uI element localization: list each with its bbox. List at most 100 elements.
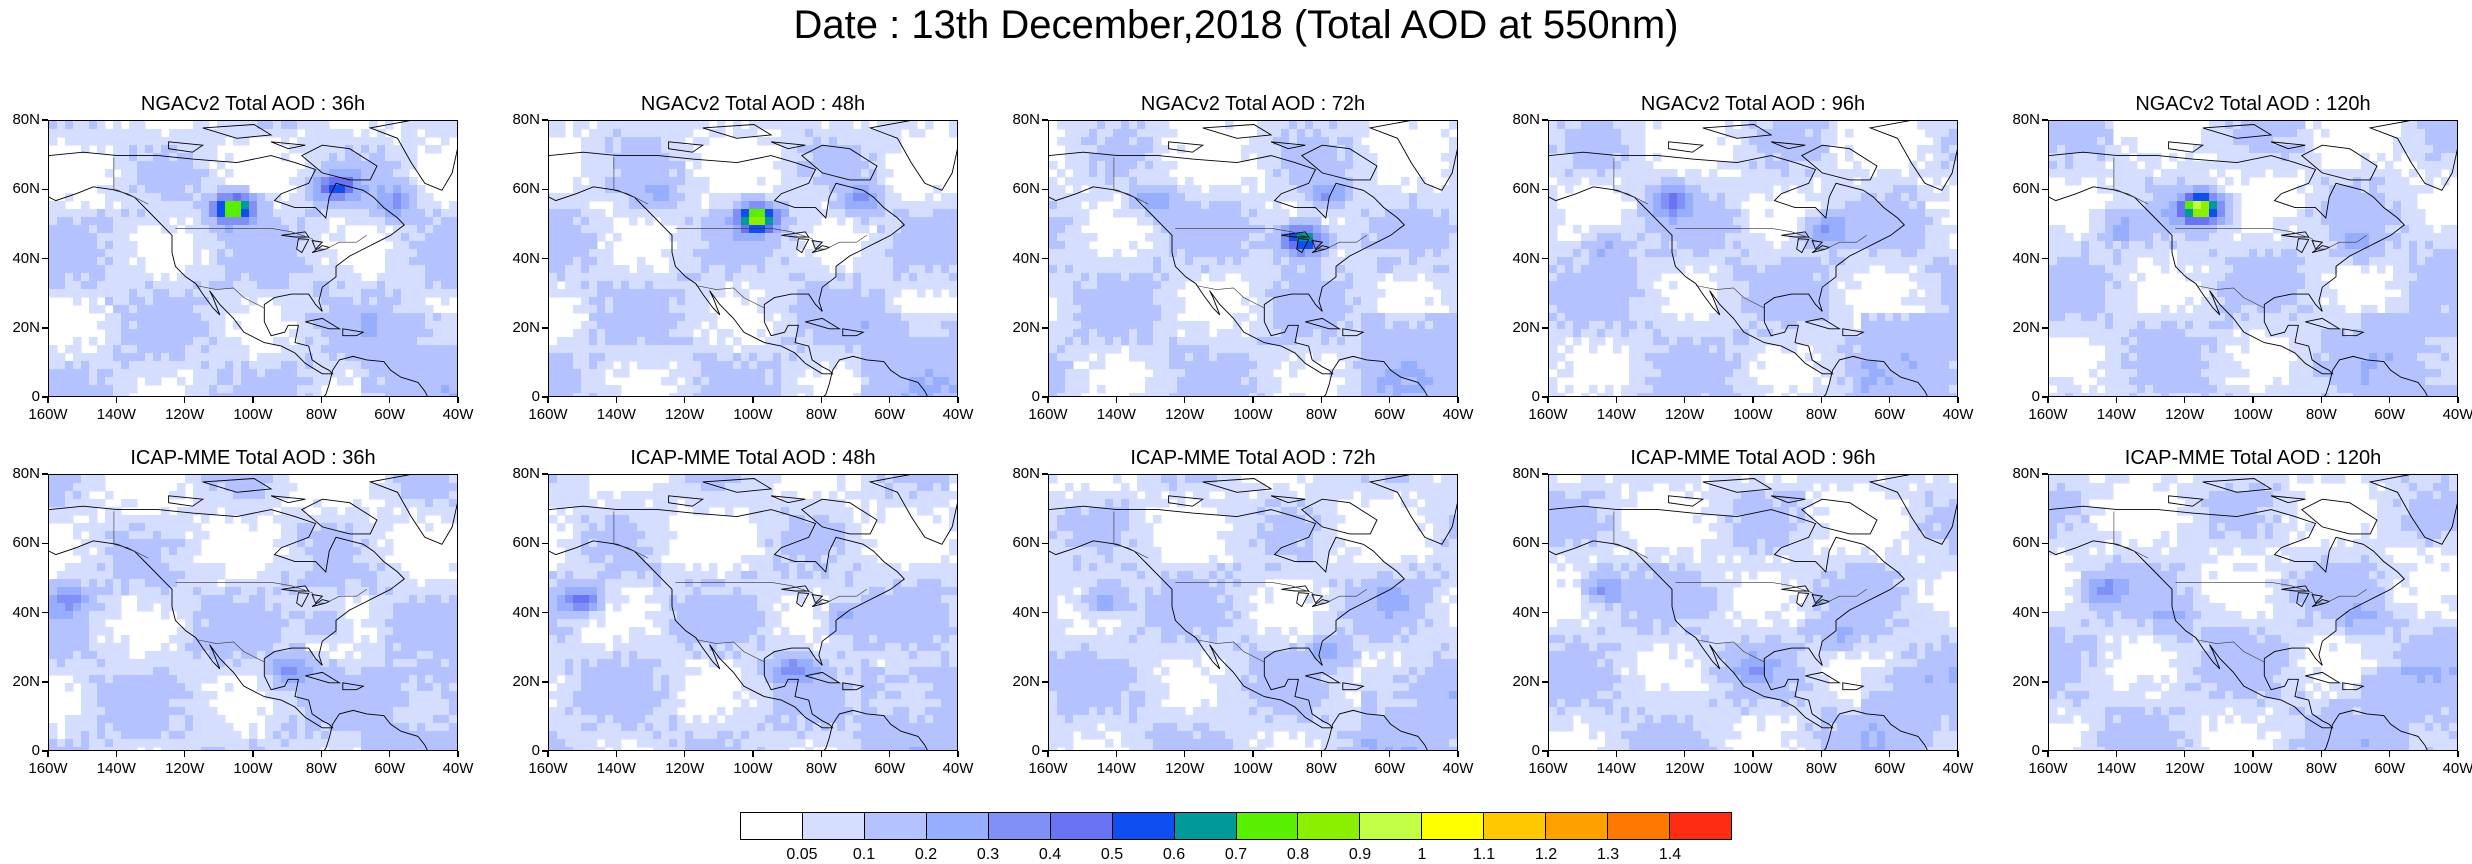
y-tick-label: 40N bbox=[2000, 605, 2040, 621]
y-tick-label: 20N bbox=[500, 320, 540, 336]
colorbar-label: 1.3 bbox=[1578, 846, 1638, 864]
x-tick bbox=[1957, 751, 1959, 757]
panel-title: ICAP-MME Total AOD : 72h bbox=[1048, 444, 1458, 472]
y-tick bbox=[2042, 189, 2048, 191]
y-tick-label: 40N bbox=[0, 251, 40, 267]
y-tick bbox=[2042, 543, 2048, 545]
y-tick bbox=[542, 612, 548, 614]
y-tick bbox=[42, 327, 48, 329]
y-tick-label: 60N bbox=[1500, 181, 1540, 197]
x-tick-label: 120W bbox=[1655, 407, 1715, 423]
aod-map bbox=[1048, 120, 1458, 397]
x-tick-label: 160W bbox=[1018, 407, 1078, 423]
x-tick-label: 120W bbox=[2155, 761, 2215, 777]
panel-title: ICAP-MME Total AOD : 96h bbox=[1548, 444, 1958, 472]
y-tick bbox=[1542, 258, 1548, 260]
x-tick bbox=[1252, 397, 1254, 403]
x-tick bbox=[1184, 751, 1186, 757]
x-tick-label: 120W bbox=[655, 407, 715, 423]
colorbar-label: 0.4 bbox=[1020, 846, 1080, 864]
y-tick-label: 0 bbox=[2000, 389, 2040, 405]
y-tick bbox=[1542, 543, 1548, 545]
panel-title: ICAP-MME Total AOD : 48h bbox=[548, 444, 958, 472]
x-tick bbox=[1752, 751, 1754, 757]
y-tick-label: 60N bbox=[1000, 535, 1040, 551]
colorbar-label: 1.1 bbox=[1454, 846, 1514, 864]
x-tick bbox=[1616, 397, 1618, 403]
x-tick-label: 100W bbox=[723, 761, 783, 777]
x-tick-label: 80W bbox=[791, 407, 851, 423]
x-tick-label: 80W bbox=[2291, 761, 2351, 777]
x-tick-label: 140W bbox=[2086, 407, 2146, 423]
x-tick-label: 160W bbox=[2018, 761, 2078, 777]
x-tick-label: 100W bbox=[1723, 761, 1783, 777]
x-tick-label: 100W bbox=[223, 407, 283, 423]
y-tick bbox=[1542, 119, 1548, 121]
x-tick bbox=[2321, 397, 2323, 403]
aod-field bbox=[549, 121, 958, 397]
x-tick bbox=[684, 751, 686, 757]
x-tick bbox=[2047, 397, 2049, 403]
y-tick-label: 80N bbox=[1500, 112, 1540, 128]
y-tick-label: 40N bbox=[0, 605, 40, 621]
x-tick bbox=[389, 397, 391, 403]
y-tick-label: 40N bbox=[1000, 251, 1040, 267]
y-tick-label: 0 bbox=[0, 389, 40, 405]
aod-colorbar bbox=[740, 812, 1732, 840]
panel-title: NGACv2 Total AOD : 48h bbox=[548, 90, 958, 118]
x-tick bbox=[821, 751, 823, 757]
x-tick-label: 120W bbox=[655, 761, 715, 777]
colorbar-segment bbox=[1608, 813, 1670, 839]
y-tick bbox=[542, 473, 548, 475]
colorbar-label: 0.6 bbox=[1144, 846, 1204, 864]
x-tick-label: 80W bbox=[291, 407, 351, 423]
colorbar-label: 0.2 bbox=[896, 846, 956, 864]
colorbar-label: 0.1 bbox=[834, 846, 894, 864]
aod-map bbox=[1048, 474, 1458, 751]
x-tick bbox=[116, 397, 118, 403]
colorbar-label: 1 bbox=[1392, 846, 1452, 864]
panel-title: NGACv2 Total AOD : 96h bbox=[1548, 90, 1958, 118]
y-tick-label: 20N bbox=[2000, 320, 2040, 336]
aod-field bbox=[49, 121, 458, 397]
aod-map bbox=[1548, 474, 1958, 751]
x-tick bbox=[2321, 751, 2323, 757]
x-tick bbox=[2389, 397, 2391, 403]
aod-map-canvas bbox=[549, 475, 958, 751]
y-tick bbox=[2042, 612, 2048, 614]
x-tick-label: 160W bbox=[18, 407, 78, 423]
y-tick-label: 80N bbox=[1000, 466, 1040, 482]
x-tick-label: 60W bbox=[2360, 407, 2420, 423]
y-tick bbox=[1042, 327, 1048, 329]
x-tick-label: 40W bbox=[1428, 407, 1488, 423]
x-tick-label: 100W bbox=[2223, 761, 2283, 777]
y-tick-label: 20N bbox=[0, 674, 40, 690]
x-tick-label: 100W bbox=[1223, 761, 1283, 777]
x-tick bbox=[1116, 751, 1118, 757]
x-tick-label: 60W bbox=[860, 761, 920, 777]
x-tick bbox=[1684, 397, 1686, 403]
aod-field bbox=[2049, 475, 2458, 751]
aod-map-canvas bbox=[49, 475, 458, 751]
y-tick-label: 0 bbox=[500, 743, 540, 759]
aod-map bbox=[48, 120, 458, 397]
x-tick bbox=[47, 751, 49, 757]
y-tick-label: 20N bbox=[1000, 674, 1040, 690]
colorbar-segment bbox=[1051, 813, 1113, 839]
y-tick bbox=[1042, 119, 1048, 121]
colorbar-segment bbox=[1298, 813, 1360, 839]
colorbar-segment bbox=[989, 813, 1051, 839]
x-tick bbox=[1457, 397, 1459, 403]
y-tick-label: 20N bbox=[1000, 320, 1040, 336]
colorbar-segment bbox=[741, 813, 803, 839]
x-tick bbox=[184, 751, 186, 757]
y-tick bbox=[2042, 119, 2048, 121]
y-tick bbox=[2042, 473, 2048, 475]
x-tick-label: 80W bbox=[2291, 407, 2351, 423]
y-tick bbox=[1542, 681, 1548, 683]
aod-field bbox=[1049, 475, 1458, 751]
